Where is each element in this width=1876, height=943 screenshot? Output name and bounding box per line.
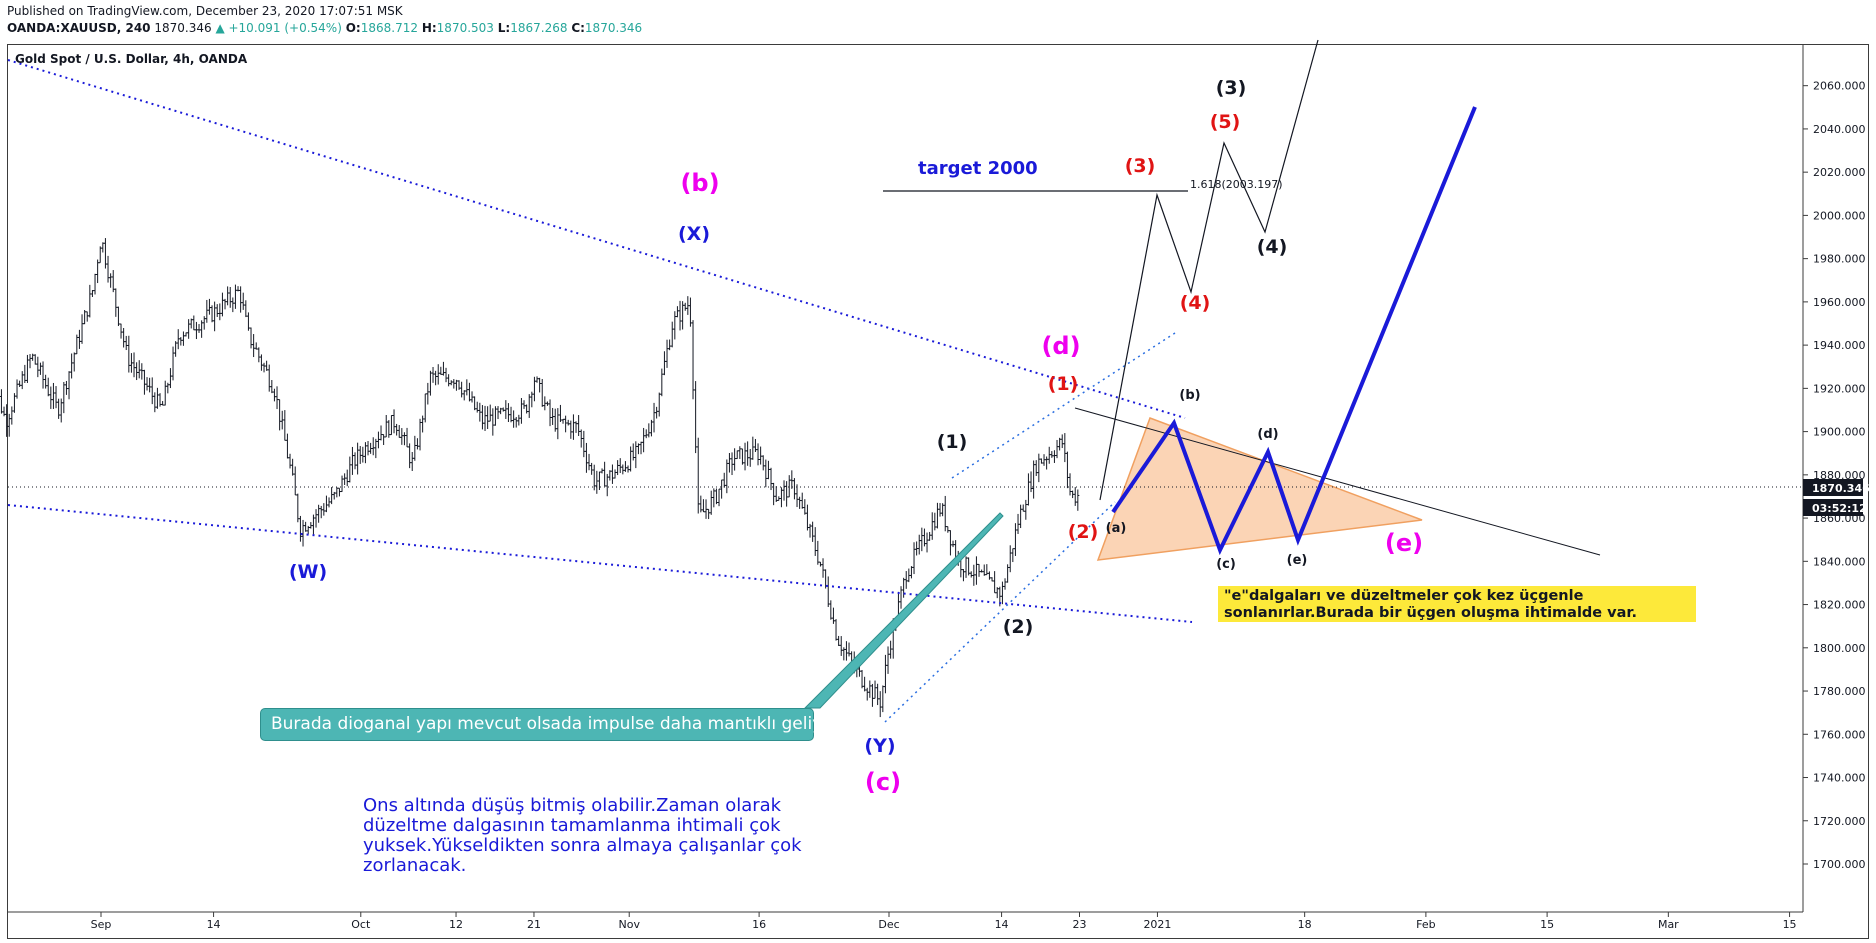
y-tick-label: 1760.000 <box>1813 728 1866 741</box>
wave-label-small-e: (e) <box>1287 553 1308 568</box>
channel-lower <box>884 501 1116 723</box>
ohlc-bars <box>0 238 1080 718</box>
x-tick-label: Nov <box>618 918 640 931</box>
wave-label-w: (W) <box>289 561 327 583</box>
wave-label-1: (1) <box>937 431 968 453</box>
x-tick-label: 15 <box>1783 918 1797 931</box>
x-tick-label: 15 <box>1540 918 1554 931</box>
x-tick-label: 23 <box>1073 918 1087 931</box>
wave-label-red-2: (2) <box>1068 521 1099 543</box>
blue-note-line: yuksek.Yükseldikten sonra almaya çalışan… <box>363 835 802 856</box>
wave-label-red-1: (1) <box>1048 373 1079 395</box>
wave-label-e: (e) <box>1385 529 1423 557</box>
x-tick-label: Mar <box>1658 918 1679 931</box>
last-price: 1870.346 <box>154 21 212 35</box>
chart-title: Gold Spot / U.S. Dollar, 4h, OANDA <box>15 52 248 66</box>
open-label: O: <box>345 21 361 35</box>
wave-label-x: (X) <box>678 223 710 245</box>
y-tick-label: 1960.000 <box>1813 296 1866 309</box>
wave-label-black-3: (3) <box>1216 77 1247 99</box>
y-tick-label: 2020.000 <box>1813 166 1866 179</box>
wave-label-small-d: (d) <box>1257 427 1278 442</box>
wave-label-red-4: (4) <box>1180 292 1211 314</box>
y-tick-label: 2040.000 <box>1813 123 1866 136</box>
wave-label-small-b: (b) <box>1179 388 1200 403</box>
wave-label-red-5: (5) <box>1210 111 1241 133</box>
lower-trendline <box>7 504 1193 623</box>
teal-callout-pointer <box>803 512 1004 709</box>
triangle-pattern <box>1096 417 1423 561</box>
published-line: Published on TradingView.com, December 2… <box>7 4 403 18</box>
wave-labels: (b) (X) (W) (Y) (c) (d) (e) (1) (2) (1) (2) (3) (4) (… <box>289 77 1423 796</box>
price-axis[interactable]: 1700.000 1720.000 1740.000 1760.000 1780.000… <box>1803 80 1866 871</box>
price-tag-bg <box>1803 479 1863 496</box>
target-label: target 2000 <box>918 158 1038 179</box>
x-tick-label: 2021 <box>1143 918 1171 931</box>
y-tick-label: 1900.000 <box>1813 426 1866 439</box>
chart-frame[interactable] <box>7 44 1869 939</box>
upper-trendline <box>7 59 1186 419</box>
wave-label-black-4: (4) <box>1257 236 1288 258</box>
teal-note: Burada dioganal yapı mevcut olsada impul… <box>260 708 840 741</box>
y-tick-label: 1740.000 <box>1813 772 1866 785</box>
blue-note-line: düzeltme dalgasının tamamlanma ihtimali … <box>363 815 781 836</box>
y-tick-label: 1840.000 <box>1813 555 1866 568</box>
projection-path-blue <box>1111 106 1477 556</box>
countdown-tag-bg <box>1803 499 1863 516</box>
y-tick-label: 2000.000 <box>1813 209 1866 222</box>
yellow-note: "e"dalgaları ve düzeltmeler çok kez üçge… <box>1218 586 1696 622</box>
black-trendline <box>1074 407 1601 556</box>
wave-label-red-3: (3) <box>1125 155 1156 177</box>
fib-label: 1.618(2003.197) <box>1190 178 1283 191</box>
wave-label-a: (a) <box>1106 521 1127 536</box>
channel-upper <box>951 332 1176 479</box>
low-value: 1867.268 <box>510 21 568 35</box>
x-tick-label: Feb <box>1416 918 1435 931</box>
open-value: 1868.712 <box>360 21 418 35</box>
x-tick-label: 16 <box>752 918 766 931</box>
low-label: L: <box>497 21 511 35</box>
countdown-tag: 03:52:12 <box>1812 502 1867 515</box>
blue-note-line: Ons altında düşüş bitmiş olabilir.Zaman … <box>363 795 782 816</box>
y-tick-label: 1920.000 <box>1813 382 1866 395</box>
blue-note: Ons altında düşüş bitmiş olabilir.Zaman … <box>363 796 883 876</box>
high-value: 1870.503 <box>436 21 494 35</box>
y-tick-label: 2060.000 <box>1813 80 1866 93</box>
x-tick-label: Oct <box>351 918 371 931</box>
wave-label-y: (Y) <box>864 735 895 757</box>
x-tick-label: Dec <box>878 918 899 931</box>
y-tick-label: 1800.000 <box>1813 642 1866 655</box>
x-tick-label: 14 <box>207 918 221 931</box>
blue-note-line: zorlanacak. <box>363 855 467 876</box>
symbol: OANDA:XAUUSD, 240 <box>7 21 151 35</box>
y-tick-label: 1940.000 <box>1813 339 1866 352</box>
price-tag: 1870.346 <box>1812 482 1870 495</box>
y-tick-label: 1720.000 <box>1813 815 1866 828</box>
change: ▲ +10.091 (+0.54%) <box>215 21 342 35</box>
wave-label-2: (2) <box>1003 616 1034 638</box>
wave-label-d: (d) <box>1041 332 1080 360</box>
x-tick-label: 21 <box>527 918 541 931</box>
wave-label-c: (c) <box>865 768 901 796</box>
wave-label-b: (b) <box>680 169 719 197</box>
wave-label-small-c: (c) <box>1216 557 1236 572</box>
time-axis[interactable]: Sep 14 Oct 12 21 Nov 16 Dec 14 23 2021 18 Feb 15 Mar 15 <box>91 912 1797 931</box>
symbol-line: OANDA:XAUUSD, 240 1870.346 ▲ +10.091 (+0… <box>7 21 642 35</box>
high-label: H: <box>421 21 437 35</box>
y-tick-label: 1980.000 <box>1813 253 1866 266</box>
x-tick-label: 14 <box>995 918 1009 931</box>
y-tick-label: 1820.000 <box>1813 599 1866 612</box>
close-label: C: <box>571 21 585 35</box>
x-tick-label: Sep <box>91 918 112 931</box>
y-tick-label: 1780.000 <box>1813 685 1866 698</box>
x-tick-label: 18 <box>1298 918 1312 931</box>
projection-path-black <box>1099 39 1319 501</box>
y-tick-label: 1700.000 <box>1813 858 1866 871</box>
y-tick-label: 1880.000 <box>1813 469 1866 482</box>
x-tick-label: 12 <box>449 918 463 931</box>
close-value: 1870.346 <box>584 21 643 35</box>
